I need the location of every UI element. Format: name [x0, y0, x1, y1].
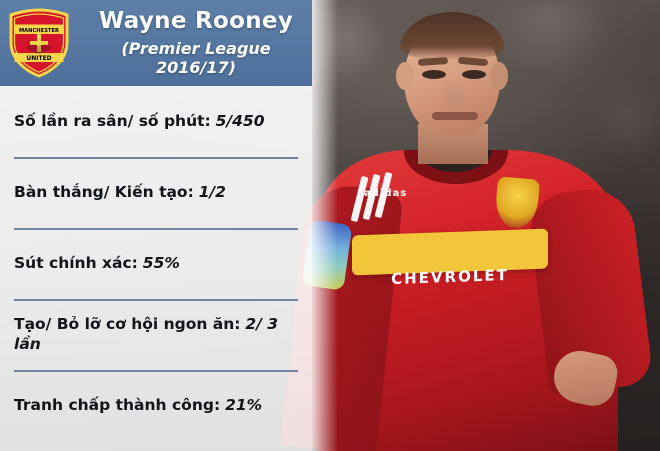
stat-label: Sút chính xác:	[14, 253, 138, 272]
stats-list: Số lần ra sân/ số phút: 5/450 Bàn thắng/…	[0, 86, 312, 441]
player-hair	[400, 12, 504, 60]
player-eye-right	[462, 70, 486, 79]
list-item: Sút chính xác: 55%	[0, 228, 312, 299]
list-item: Tạo/ Bỏ lỡ cơ hội ngon ăn: 2/ 3 lần	[0, 299, 312, 370]
list-item: Tranh chấp thành công: 21%	[0, 370, 312, 441]
stats-panel: MANCHESTER UNITED Wayne Rooney (Premier …	[0, 0, 338, 451]
list-item: Bàn thắng/ Kiến tạo: 1/2	[0, 157, 312, 228]
stat-value: 1/2	[198, 182, 226, 201]
stat-label: Bàn thắng/ Kiến tạo:	[14, 182, 194, 201]
list-item: Số lần ra sân/ số phút: 5/450	[0, 86, 312, 157]
svg-text:MANCHESTER: MANCHESTER	[19, 28, 59, 34]
player-ear-right	[490, 62, 508, 90]
page-subtitle: (Premier League 2016/17)	[121, 38, 271, 77]
stat-value: 55%	[142, 253, 180, 272]
stat-label: Số lần ra sân/ số phút:	[14, 111, 211, 130]
stat-label: Tạo/ Bỏ lỡ cơ hội ngon ăn:	[14, 315, 241, 334]
manchester-united-crest-icon: MANCHESTER UNITED	[6, 8, 72, 78]
svg-text:UNITED: UNITED	[26, 55, 51, 62]
stat-value: 21%	[225, 395, 263, 414]
player-nose	[444, 78, 464, 108]
stat-value: 5/450	[215, 111, 265, 130]
player-photo: adidas CHEVROLET	[280, 0, 660, 451]
stat-label: Tranh chấp thành công:	[14, 395, 221, 414]
adidas-logo: adidas	[364, 188, 408, 199]
page-title: Wayne Rooney	[98, 8, 294, 35]
player-eye-left	[422, 70, 446, 79]
player-ear-left	[396, 62, 414, 90]
stat-value: 2/ 3 lần	[14, 315, 279, 353]
panel-header: MANCHESTER UNITED Wayne Rooney (Premier …	[0, 0, 312, 86]
player-mouth	[432, 112, 478, 120]
